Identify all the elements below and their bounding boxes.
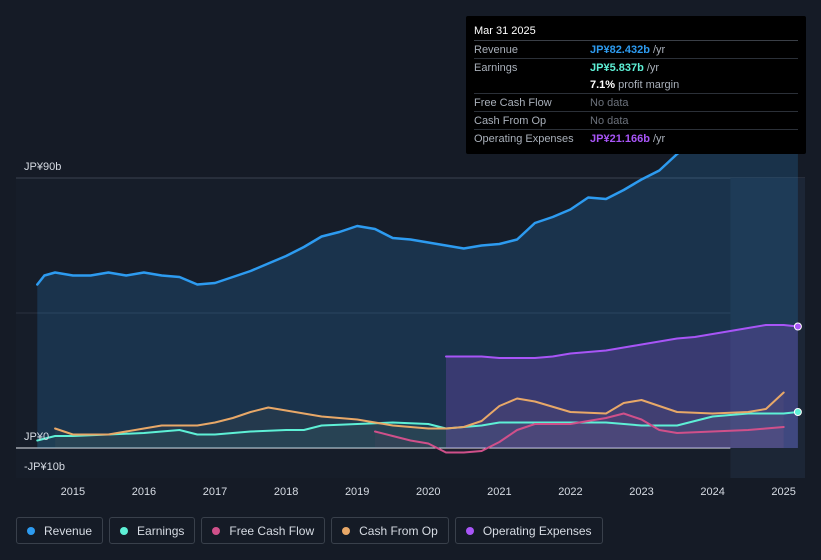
tooltip-value: JP¥5.837b — [590, 62, 644, 74]
legend: Revenue Earnings Free Cash Flow Cash Fro… — [16, 517, 603, 544]
legend-item-free-cash-flow[interactable]: Free Cash Flow — [201, 517, 326, 544]
data-tooltip: Mar 31 2025 Revenue JP¥82.432b /yr Earni… — [466, 16, 806, 154]
series-lines — [36, 116, 800, 454]
legend-item-cash-from-op[interactable]: Cash From Op — [331, 517, 449, 544]
y-tick-label-top: JP¥90b — [24, 161, 61, 173]
tooltip-label — [474, 77, 590, 93]
area-free-cash-flow — [375, 413, 784, 453]
tooltip-label: Free Cash Flow — [474, 97, 552, 109]
tooltip-value: 7.1% — [590, 79, 616, 91]
area-earnings — [37, 412, 798, 448]
tooltip-date: Mar 31 2025 — [474, 22, 798, 41]
tooltip-unit: profit margin — [618, 79, 680, 91]
legend-label: Operating Expenses — [482, 523, 592, 538]
end-marker-operating-expenses — [793, 322, 802, 331]
x-tick-label: 2025 — [771, 486, 795, 498]
area-revenue — [37, 118, 798, 448]
x-tick-label: 2019 — [345, 486, 369, 498]
x-tick-label: 2017 — [203, 486, 227, 498]
series-areas — [37, 118, 798, 453]
legend-dot-icon — [212, 526, 221, 535]
line-revenue — [36, 116, 800, 286]
legend-dot-icon — [465, 526, 474, 535]
y-tick-label-bottom: -JP¥10b — [24, 461, 65, 473]
tooltip-label: Earnings — [474, 62, 518, 74]
area-cash-from-op — [55, 392, 784, 448]
legend-label: Free Cash Flow — [229, 523, 315, 538]
legend-dot-icon — [27, 526, 35, 535]
legend-item-revenue[interactable]: Revenue — [16, 517, 104, 544]
tooltip-value: JP¥82.432b — [590, 44, 650, 56]
tooltip-unit: /yr — [652, 133, 666, 145]
legend-item-operating-expenses[interactable]: Operating Expenses — [454, 517, 603, 544]
tooltip-row-margin: 7.1% profit margin — [474, 77, 798, 94]
tooltip-value: JP¥21.166b — [590, 133, 650, 145]
tooltip-value: No data — [590, 97, 629, 109]
legend-label: Cash From Op — [359, 523, 438, 538]
legend-label: Earnings — [137, 523, 185, 538]
tooltip-row-opex: Operating Expenses JP¥21.166b /yr — [474, 131, 798, 147]
tooltip-row-earnings: Earnings JP¥5.837b /yr — [474, 60, 798, 76]
tooltip-unit: /yr — [646, 62, 660, 74]
x-tick-label: 2015 — [61, 486, 85, 498]
x-tick-label: 2018 — [274, 486, 298, 498]
line-free-cash-flow — [374, 412, 785, 454]
x-tick-label: 2022 — [558, 486, 582, 498]
x-axis: 2015 2016 2017 2018 2019 2020 2021 2022 2023 2024… — [61, 486, 796, 498]
tooltip-row-revenue: Revenue JP¥82.432b /yr — [474, 42, 798, 59]
tooltip-unit: /yr — [652, 44, 666, 56]
tooltip-row-fcf: Free Cash Flow No data — [474, 95, 798, 112]
legend-dot-icon — [120, 526, 129, 535]
tooltip-label: Operating Expenses — [474, 133, 574, 145]
end-marker-earnings — [793, 408, 802, 416]
line-operating-expenses — [445, 324, 799, 359]
x-tick-label: 2023 — [629, 486, 653, 498]
tooltip-label: Cash From Op — [474, 115, 547, 127]
x-tick-label: 2016 — [132, 486, 156, 498]
legend-label: Revenue — [44, 523, 93, 538]
tooltip-label: Revenue — [474, 44, 519, 56]
line-cash-from-op — [54, 391, 785, 436]
legend-item-earnings[interactable]: Earnings — [109, 517, 196, 544]
x-tick-label: 2021 — [487, 486, 511, 498]
line-earnings — [36, 411, 799, 442]
x-tick-label: 2024 — [700, 486, 724, 498]
tooltip-row-cfo: Cash From Op No data — [474, 113, 798, 130]
legend-dot-icon — [342, 526, 351, 535]
y-tick-label-zero: JP¥0 — [24, 431, 49, 443]
tooltip-value: No data — [590, 115, 629, 127]
x-tick-label: 2020 — [416, 486, 440, 498]
